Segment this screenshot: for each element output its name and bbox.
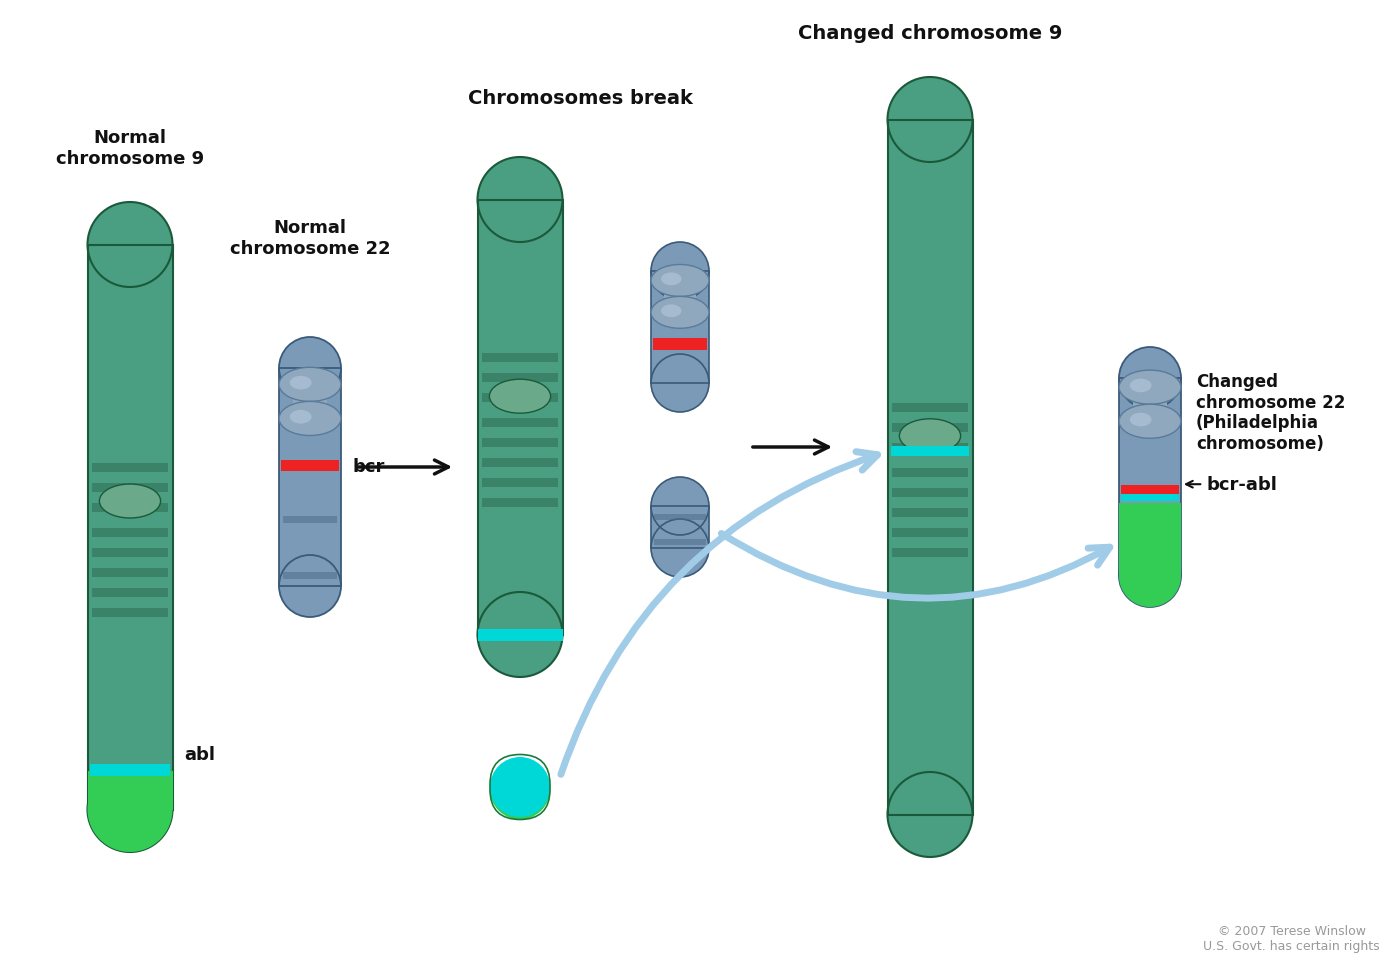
Ellipse shape <box>490 380 550 414</box>
Bar <box>92 608 168 616</box>
Bar <box>283 572 337 579</box>
Ellipse shape <box>477 592 563 677</box>
Ellipse shape <box>651 242 708 301</box>
Bar <box>888 120 973 815</box>
Bar <box>279 368 342 586</box>
Ellipse shape <box>651 478 708 535</box>
Bar <box>888 120 973 815</box>
Bar <box>482 478 559 487</box>
Bar <box>477 200 563 635</box>
Bar <box>92 503 168 512</box>
Ellipse shape <box>1130 413 1152 427</box>
Bar <box>490 787 550 789</box>
Bar <box>664 289 696 305</box>
Ellipse shape <box>1119 545 1182 608</box>
Bar <box>477 629 563 641</box>
Bar <box>477 200 563 635</box>
Ellipse shape <box>490 757 550 817</box>
Ellipse shape <box>490 760 550 820</box>
Text: bcr-abl: bcr-abl <box>1186 476 1277 493</box>
Bar <box>482 438 559 447</box>
Ellipse shape <box>1119 370 1182 404</box>
Bar <box>92 548 168 557</box>
Bar <box>482 373 559 382</box>
Bar <box>92 568 168 576</box>
Ellipse shape <box>651 355 708 412</box>
Bar <box>890 446 969 457</box>
Bar <box>651 506 708 548</box>
Bar <box>482 393 559 403</box>
Text: abl: abl <box>185 745 216 764</box>
Bar <box>482 353 559 362</box>
Bar <box>654 515 706 521</box>
Ellipse shape <box>87 203 172 287</box>
Ellipse shape <box>661 305 682 318</box>
Bar <box>1119 379 1182 576</box>
Text: Normal
chromosome 22: Normal chromosome 22 <box>230 219 391 258</box>
Bar <box>892 404 969 412</box>
Bar <box>482 418 559 427</box>
Bar <box>1133 397 1168 413</box>
Ellipse shape <box>651 265 708 297</box>
Bar <box>892 528 969 537</box>
Bar <box>892 548 969 557</box>
Ellipse shape <box>1119 348 1182 409</box>
Bar <box>651 272 708 384</box>
Bar <box>281 461 339 472</box>
Ellipse shape <box>290 410 312 424</box>
Ellipse shape <box>290 376 312 390</box>
Bar <box>892 443 969 452</box>
Ellipse shape <box>1119 545 1182 608</box>
Bar <box>482 498 559 507</box>
Ellipse shape <box>651 520 708 577</box>
Ellipse shape <box>87 767 172 852</box>
Bar <box>1121 486 1179 494</box>
Bar <box>92 483 168 492</box>
Bar <box>92 463 168 472</box>
Bar <box>651 506 708 548</box>
Bar <box>279 368 342 586</box>
Bar <box>293 394 328 410</box>
Ellipse shape <box>888 78 973 163</box>
Ellipse shape <box>651 297 708 329</box>
Bar <box>892 423 969 432</box>
Bar <box>651 272 708 384</box>
Bar <box>482 458 559 467</box>
Bar <box>92 528 168 537</box>
Ellipse shape <box>661 274 682 286</box>
Ellipse shape <box>477 158 563 242</box>
Bar <box>892 488 969 497</box>
Text: Changed chromosome 9: Changed chromosome 9 <box>798 24 1063 43</box>
Text: Chromosomes break: Chromosomes break <box>468 89 693 107</box>
Bar <box>654 339 707 350</box>
Bar <box>87 245 172 810</box>
Text: Changed
chromosome 22
(Philadelphia
chromosome): Changed chromosome 22 (Philadelphia chro… <box>1196 372 1345 452</box>
Bar <box>92 588 168 597</box>
Bar <box>283 516 337 523</box>
Ellipse shape <box>279 368 342 402</box>
Bar <box>1119 504 1182 576</box>
Bar <box>1119 379 1182 576</box>
Text: bcr: bcr <box>353 457 385 476</box>
Bar <box>892 468 969 477</box>
Ellipse shape <box>99 485 161 519</box>
Text: © 2007 Terese Winslow
U.S. Govt. has certain rights: © 2007 Terese Winslow U.S. Govt. has cer… <box>1204 924 1380 952</box>
Ellipse shape <box>1119 404 1182 439</box>
Bar <box>87 771 172 810</box>
Bar <box>892 508 969 517</box>
Bar <box>1121 494 1179 501</box>
Ellipse shape <box>279 402 342 436</box>
Ellipse shape <box>1130 379 1152 393</box>
Bar <box>87 245 172 810</box>
Text: Normal
chromosome 9: Normal chromosome 9 <box>56 129 204 168</box>
Bar <box>90 764 171 776</box>
Ellipse shape <box>87 767 172 852</box>
Ellipse shape <box>279 338 342 400</box>
Ellipse shape <box>279 556 342 617</box>
Ellipse shape <box>899 419 960 453</box>
Bar <box>654 539 706 545</box>
Ellipse shape <box>888 772 973 857</box>
